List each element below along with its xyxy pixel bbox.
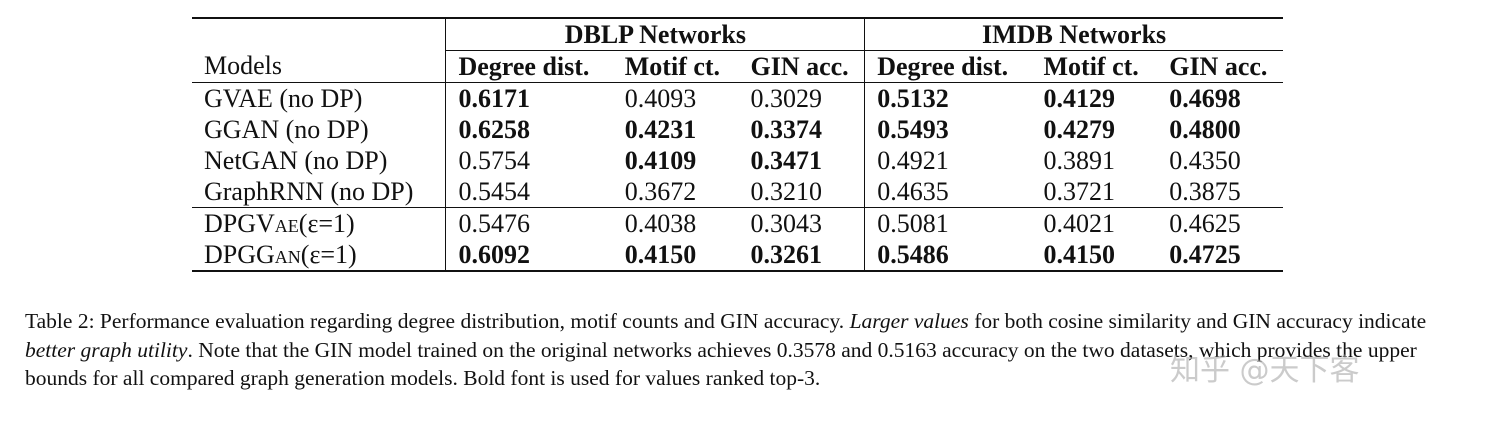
group-header-imdb: IMDB Networks bbox=[864, 17, 1283, 51]
value-cell: 0.3471 bbox=[750, 145, 822, 175]
value-cell: 0.4109 bbox=[624, 145, 697, 175]
model-name: GraphRNN (no DP) bbox=[204, 176, 414, 206]
value-cell: 0.5476 bbox=[445, 207, 613, 239]
value-cell: 0.3721 bbox=[1043, 176, 1116, 206]
value-cell: 0.4150 bbox=[1031, 239, 1158, 272]
value-cell: 0.4093 bbox=[612, 82, 739, 114]
value-cell: 0.5081 bbox=[864, 207, 1032, 239]
value-cell: 0.3672 bbox=[624, 176, 697, 206]
column-header: Degree dist. bbox=[445, 50, 613, 83]
column-header: Degree dist. bbox=[864, 50, 1032, 83]
table-row: DPGGan(ε=1) 0.6092 0.4150 0.3261 0.5486 0.415… bbox=[192, 239, 1283, 272]
value-cell: 0.4625 bbox=[1157, 207, 1283, 239]
value-cell: 0.4921 bbox=[864, 145, 1032, 176]
model-name: GVAE (no DP) bbox=[192, 82, 446, 114]
value-cell: 0.5754 bbox=[445, 145, 613, 176]
model-name: DPGGan(ε=1) bbox=[192, 239, 446, 272]
table-row: GGAN (no DP) 0.6258 0.4231 0.3374 0.5493 0.42… bbox=[192, 114, 1283, 145]
column-header: Motif ct. bbox=[1043, 51, 1139, 81]
table-row: GraphRNN (no DP) 0.5454 0.3672 0.3210 0.4635… bbox=[192, 176, 1283, 208]
value-cell: 0.4021 bbox=[1031, 207, 1158, 239]
value-cell: 0.6092 bbox=[445, 239, 613, 272]
value-cell: 0.3261 bbox=[738, 239, 865, 272]
group-header-dblp: DBLP Networks bbox=[445, 17, 865, 51]
value-cell: 0.4350 bbox=[1169, 145, 1241, 175]
model-name: DPGVae(ε=1) bbox=[192, 207, 446, 239]
value-cell: 0.4231 bbox=[624, 114, 697, 144]
column-header: GIN acc. bbox=[750, 51, 849, 81]
value-cell: 0.5493 bbox=[864, 114, 1032, 145]
value-cell: 0.4150 bbox=[612, 239, 739, 272]
value-cell: 0.5454 bbox=[445, 176, 613, 208]
table-row: GVAE (no DP) 0.6171 0.4093 0.3029 0.5132 0.41… bbox=[192, 82, 1283, 114]
watermark: 知乎 @天下客 bbox=[1170, 353, 1360, 388]
value-cell: 0.4698 bbox=[1157, 82, 1283, 114]
value-cell: 0.6171 bbox=[445, 82, 613, 114]
model-name: GGAN (no DP) bbox=[204, 114, 369, 144]
results-table: DBLP Networks IMDB Networks Models Degree… bbox=[192, 17, 1283, 272]
value-cell: 0.4800 bbox=[1169, 114, 1241, 144]
value-cell: 0.4279 bbox=[1043, 114, 1116, 144]
table-row: DPGVae(ε=1) 0.5476 0.4038 0.3043 0.5081 0.402… bbox=[192, 207, 1283, 239]
value-cell: 0.3374 bbox=[750, 114, 822, 144]
value-cell: 0.4725 bbox=[1157, 239, 1283, 272]
value-cell: 0.4635 bbox=[864, 176, 1032, 208]
header-empty bbox=[192, 17, 446, 51]
column-header: Motif ct. bbox=[624, 51, 721, 81]
value-cell: 0.5132 bbox=[864, 82, 1032, 114]
value-cell: 0.3875 bbox=[1169, 176, 1241, 206]
value-cell: 0.3043 bbox=[738, 207, 865, 239]
value-cell: 0.6258 bbox=[445, 114, 613, 145]
model-name: NetGAN (no DP) bbox=[204, 145, 388, 175]
table-row: NetGAN (no DP) 0.5754 0.4109 0.3471 0.4921 0.… bbox=[192, 145, 1283, 176]
value-cell: 0.3210 bbox=[750, 176, 822, 206]
column-header: Models bbox=[204, 51, 282, 81]
value-cell: 0.3891 bbox=[1043, 145, 1116, 175]
column-header: GIN acc. bbox=[1169, 51, 1268, 81]
value-cell: 0.3029 bbox=[738, 82, 865, 114]
value-cell: 0.4129 bbox=[1031, 82, 1158, 114]
value-cell: 0.4038 bbox=[612, 207, 739, 239]
table-caption: Table 2: Performance evaluation regardin… bbox=[25, 309, 1427, 390]
value-cell: 0.5486 bbox=[864, 239, 1032, 272]
